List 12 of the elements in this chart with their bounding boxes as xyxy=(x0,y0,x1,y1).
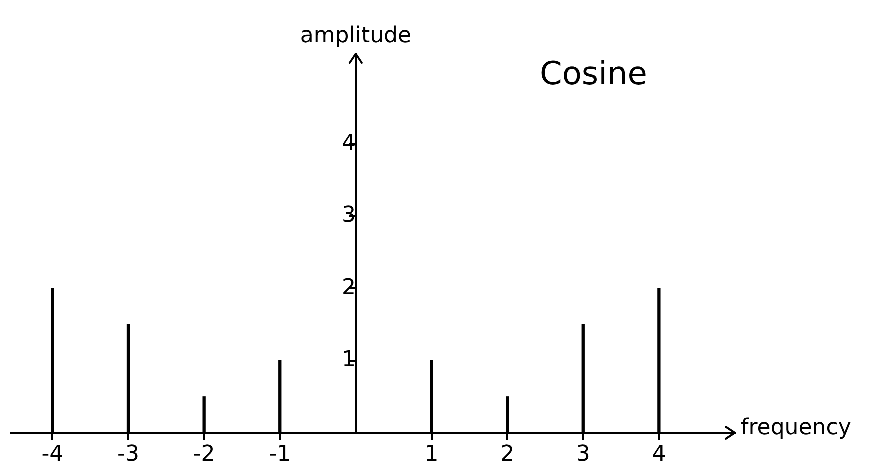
x-tick-label: 3 xyxy=(576,442,590,467)
y-axis-title: amplitude xyxy=(300,24,412,49)
x-tick-label: -4 xyxy=(42,442,64,467)
x-tick-label: -2 xyxy=(193,442,216,467)
x-axis-title: frequency xyxy=(741,416,852,441)
chart-title: Cosine xyxy=(540,54,648,92)
x-tick-label: 2 xyxy=(500,442,515,467)
x-tick-label: -3 xyxy=(118,442,140,467)
x-tick-label: 4 xyxy=(652,442,666,467)
x-tick-label: 1 xyxy=(424,442,439,467)
x-tick-label: -1 xyxy=(269,442,292,467)
y-tick-label: 2 xyxy=(342,275,356,300)
